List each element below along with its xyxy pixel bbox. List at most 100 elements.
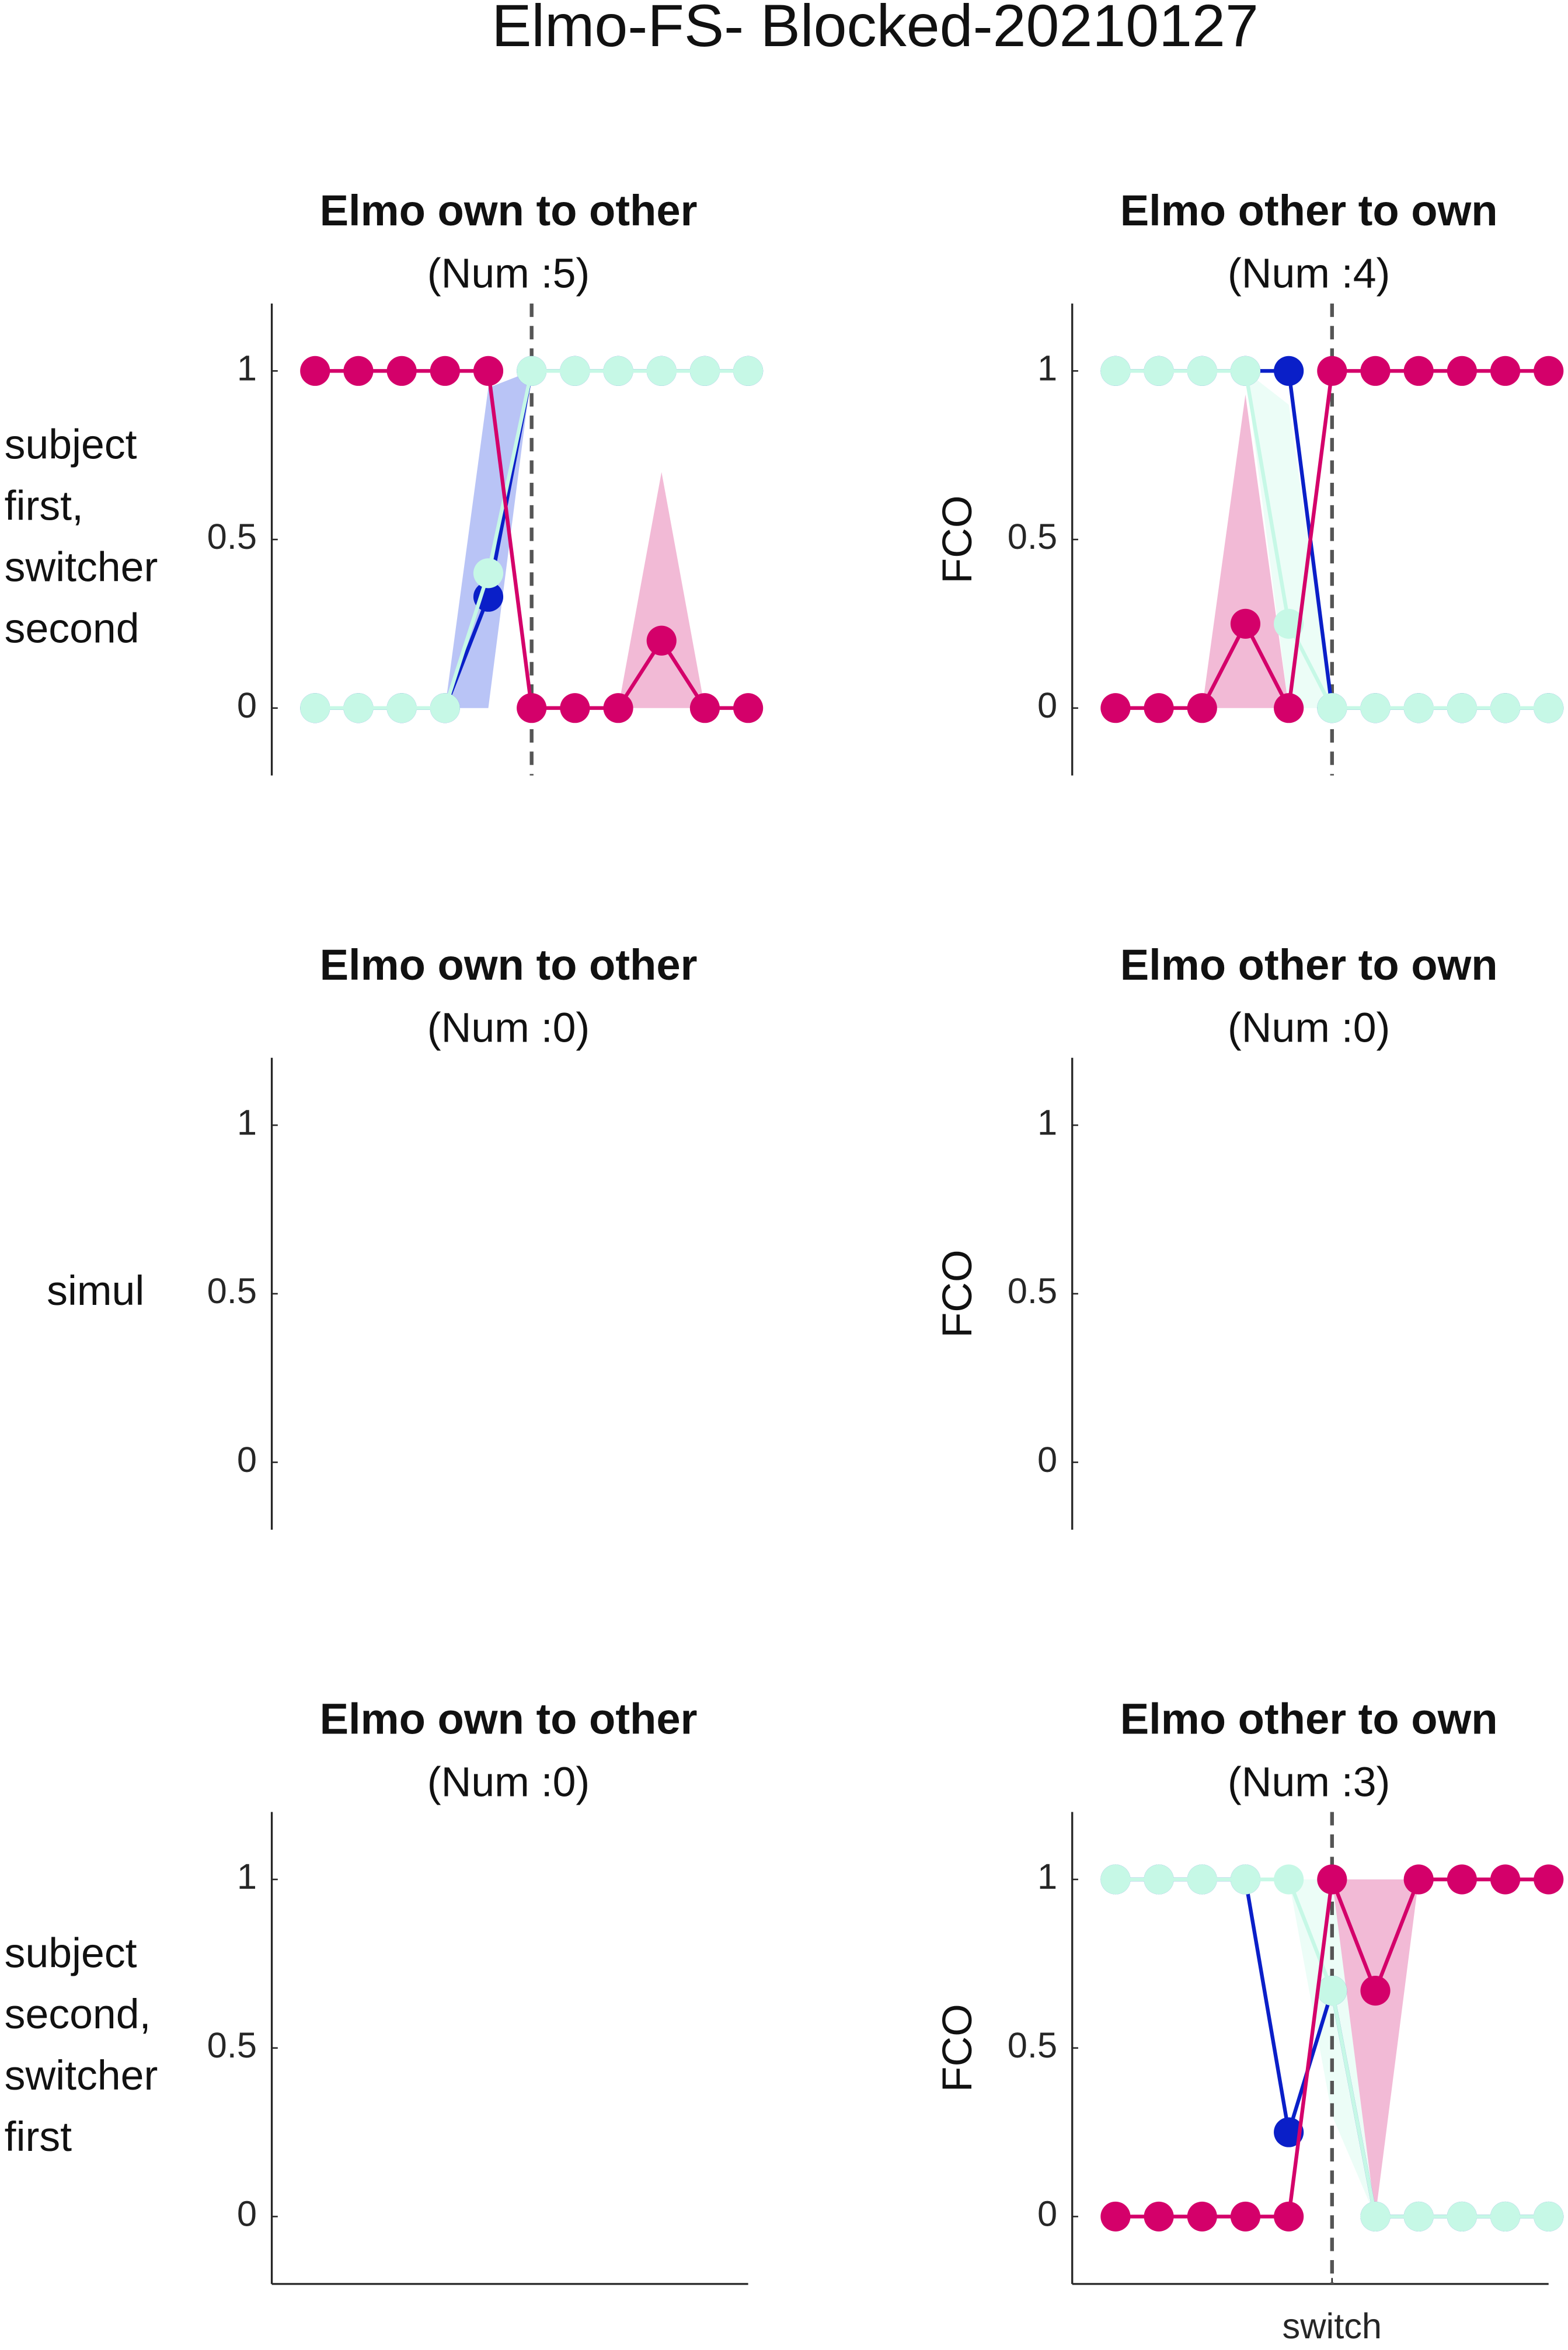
data-point — [1230, 356, 1261, 386]
data-point — [1274, 356, 1304, 386]
data-point — [689, 693, 720, 723]
data-point — [473, 558, 504, 589]
row-label: first — [5, 2114, 72, 2160]
y-tick-label: 0 — [1037, 685, 1057, 726]
data-point — [300, 356, 330, 386]
y-tick-label: 0.5 — [1008, 2025, 1057, 2066]
subplot-subtitle: (Num :3) — [1228, 1759, 1391, 1805]
row-label: switcher — [5, 544, 158, 590]
subplot-title: Elmo own to other — [320, 186, 698, 235]
data-point — [1360, 2201, 1391, 2231]
data-point — [1100, 2201, 1131, 2231]
subplot-subtitle: (Num :5) — [427, 250, 590, 297]
y-axis-label: FCO — [934, 1249, 981, 1338]
data-point — [1403, 693, 1434, 723]
row-label: subject — [5, 1930, 137, 1976]
data-point — [1317, 1864, 1347, 1895]
data-point — [1274, 1864, 1304, 1895]
data-point — [343, 356, 374, 386]
data-point — [646, 625, 677, 656]
y-tick-label: 0.5 — [207, 517, 257, 557]
data-point — [1447, 2201, 1477, 2231]
subplot-subtitle: (Num :0) — [1228, 1005, 1391, 1052]
data-point — [1187, 356, 1217, 386]
data-point — [1490, 356, 1521, 386]
data-point — [646, 356, 677, 386]
subplot-title: Elmo own to other — [320, 1695, 698, 1743]
data-point — [1447, 693, 1477, 723]
y-tick-label: 0.5 — [207, 2025, 257, 2066]
data-point — [1317, 693, 1347, 723]
y-tick-label: 1 — [237, 1102, 257, 1143]
data-point — [517, 693, 547, 723]
row-label: simul — [47, 1268, 144, 1314]
data-point — [1317, 1975, 1347, 2006]
y-tick-label: 0 — [237, 2194, 257, 2234]
data-point — [1360, 1975, 1391, 2006]
y-tick-label: 0 — [237, 685, 257, 726]
data-point — [1187, 1864, 1217, 1895]
y-tick-label: 0.5 — [207, 1271, 257, 1311]
subplot-title: Elmo other to own — [1120, 941, 1498, 989]
data-point — [1230, 608, 1261, 639]
y-tick-label: 1 — [237, 349, 257, 389]
data-point — [1534, 1864, 1564, 1895]
y-tick-label: 0 — [1037, 2194, 1057, 2234]
row-label: first, — [5, 483, 83, 530]
row-label: second — [5, 605, 140, 652]
y-tick-label: 0.5 — [1008, 517, 1057, 557]
data-point — [1144, 2201, 1174, 2231]
data-point — [386, 693, 417, 723]
y-tick-label: 0 — [1037, 1440, 1057, 1480]
data-point — [733, 356, 764, 386]
data-point — [1490, 2201, 1521, 2231]
data-point — [300, 693, 330, 723]
y-axis-label: FCO — [934, 2004, 981, 2092]
error-band — [315, 371, 748, 708]
data-point — [1317, 356, 1347, 386]
subplot-subtitle: (Num :4) — [1228, 250, 1391, 297]
subplot-subtitle: (Num :0) — [427, 1005, 590, 1052]
data-point — [1187, 693, 1217, 723]
y-tick-label: 1 — [1037, 1102, 1057, 1143]
data-point — [1187, 2201, 1217, 2231]
data-point — [1403, 356, 1434, 386]
subplot-title: Elmo other to own — [1120, 186, 1498, 235]
y-tick-label: 1 — [1037, 349, 1057, 389]
data-point — [1100, 693, 1131, 723]
data-point — [1144, 356, 1174, 386]
data-point — [1360, 693, 1391, 723]
data-point — [1490, 693, 1521, 723]
data-point — [1534, 356, 1564, 386]
x-tick-label: switch — [1283, 2306, 1382, 2346]
data-point — [1144, 1864, 1174, 1895]
data-point — [343, 693, 374, 723]
data-point — [1403, 2201, 1434, 2231]
data-point — [1274, 608, 1304, 639]
y-tick-label: 0 — [237, 1440, 257, 1480]
data-point — [430, 356, 460, 386]
row-label: subject — [5, 422, 137, 468]
data-point — [1447, 1864, 1477, 1895]
data-point — [430, 693, 460, 723]
y-tick-label: 1 — [237, 1857, 257, 1897]
data-point — [1274, 2201, 1304, 2231]
row-label: second, — [5, 1991, 151, 2038]
data-point — [1534, 693, 1564, 723]
y-tick-label: 1 — [1037, 1857, 1057, 1897]
row-label: switcher — [5, 2052, 158, 2099]
data-point — [733, 693, 764, 723]
data-point — [473, 582, 504, 612]
y-axis-label: FCO — [934, 495, 981, 583]
data-point — [603, 356, 633, 386]
figure-title: Elmo-FS- Blocked-20210127 — [492, 0, 1259, 59]
data-point — [1403, 1864, 1434, 1895]
data-point — [1490, 1864, 1521, 1895]
data-point — [1144, 693, 1174, 723]
data-point — [1360, 356, 1391, 386]
data-point — [1230, 1864, 1261, 1895]
data-point — [603, 693, 633, 723]
data-point — [1447, 356, 1477, 386]
data-point — [386, 356, 417, 386]
